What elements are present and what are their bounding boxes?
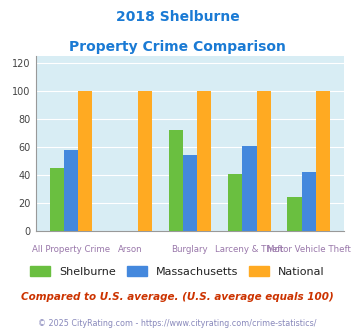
Text: Motor Vehicle Theft: Motor Vehicle Theft <box>267 245 351 254</box>
Bar <box>183 155 197 231</box>
Text: All Property Crime: All Property Crime <box>32 245 110 254</box>
Bar <box>302 172 316 231</box>
Bar <box>50 168 64 231</box>
Bar <box>316 91 330 231</box>
Text: Larceny & Theft: Larceny & Theft <box>215 245 284 254</box>
Text: Compared to U.S. average. (U.S. average equals 100): Compared to U.S. average. (U.S. average … <box>21 292 334 302</box>
Bar <box>169 130 183 231</box>
Bar <box>228 174 242 231</box>
Bar <box>197 91 211 231</box>
Text: Burglary: Burglary <box>171 245 208 254</box>
Bar <box>64 150 78 231</box>
Bar <box>78 91 92 231</box>
Text: Arson: Arson <box>118 245 143 254</box>
Bar <box>257 91 271 231</box>
Legend: Shelburne, Massachusetts, National: Shelburne, Massachusetts, National <box>26 261 329 281</box>
Text: 2018 Shelburne: 2018 Shelburne <box>116 10 239 24</box>
Text: Property Crime Comparison: Property Crime Comparison <box>69 40 286 53</box>
Bar <box>138 91 152 231</box>
Bar <box>242 146 257 231</box>
Bar <box>288 197 302 231</box>
Text: © 2025 CityRating.com - https://www.cityrating.com/crime-statistics/: © 2025 CityRating.com - https://www.city… <box>38 319 317 328</box>
